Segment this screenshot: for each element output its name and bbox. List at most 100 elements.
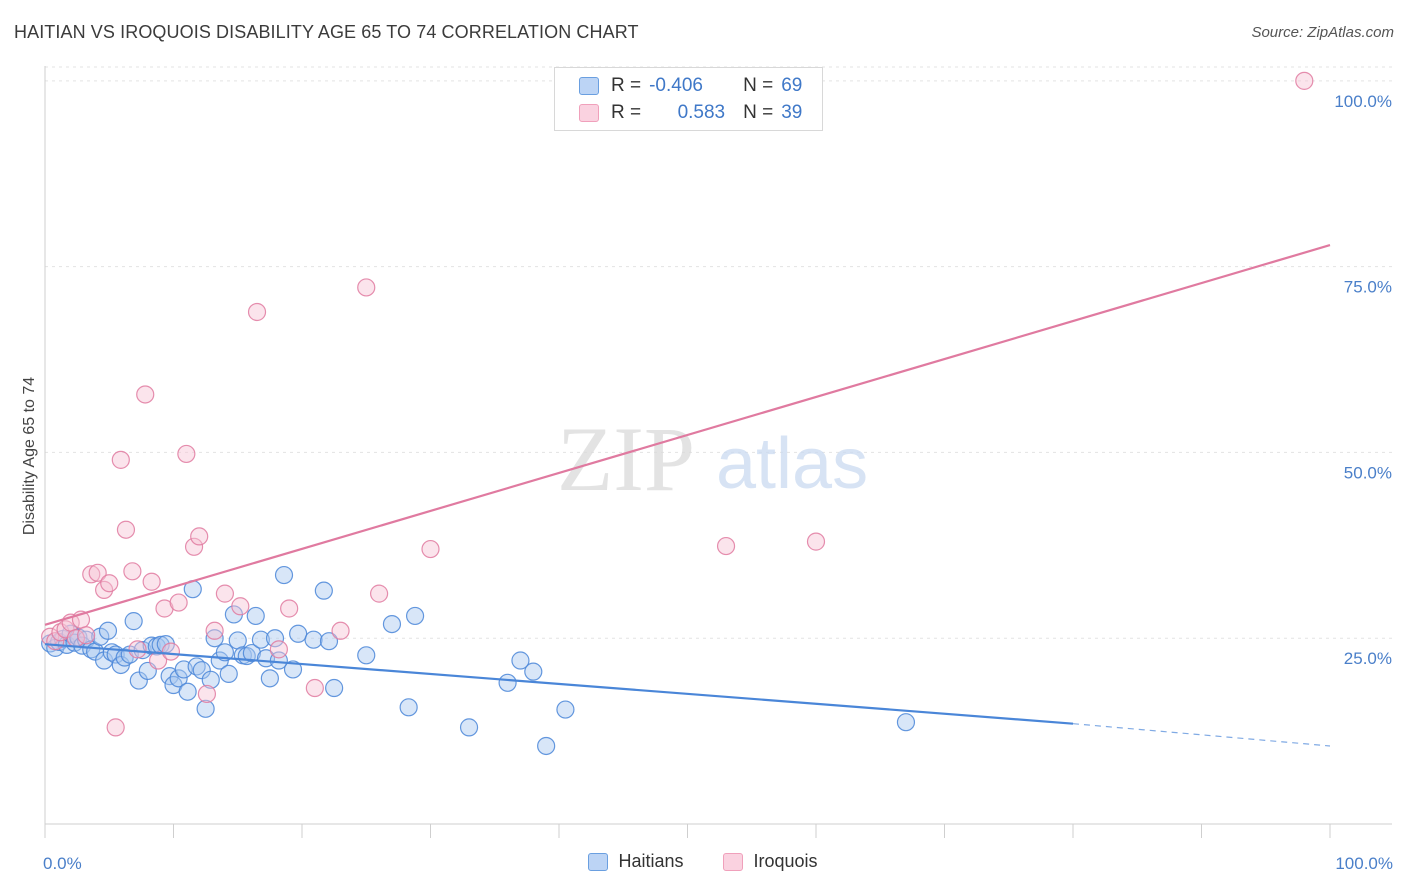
haitians-point-59 <box>319 632 339 651</box>
y-tick-label-2: 50.0% <box>1344 463 1392 482</box>
iroquois-point-12 <box>100 574 119 593</box>
iroquois-point-17 <box>128 640 147 659</box>
iroquois-point-10 <box>88 563 107 582</box>
chart-title: HAITIAN VS IROQUOIS DISABILITY AGE 65 TO… <box>14 22 639 42</box>
legend-item-iroquois[interactable]: Iroquois <box>723 851 818 872</box>
iroquois-point-9 <box>82 565 101 584</box>
iroquois-trend-line <box>44 244 1331 626</box>
haitians-point-47 <box>242 643 261 663</box>
iroquois-point-28 <box>205 621 224 640</box>
iroquois-swatch <box>579 104 599 122</box>
haitians-point-54 <box>274 565 294 585</box>
y-tick-label-4: 100.0% <box>1334 92 1392 111</box>
haitians-point-15 <box>98 621 118 640</box>
haitians-point-48 <box>246 606 265 626</box>
iroquois-legend-swatch <box>723 852 744 871</box>
trend-lines <box>44 244 1331 747</box>
haitians-point-60 <box>325 678 344 698</box>
haitians-point-51 <box>260 669 279 688</box>
iroquois-point-25 <box>184 537 204 556</box>
n-value: 69 <box>781 75 803 96</box>
haitians-point-33 <box>178 682 197 701</box>
haitians-point-42 <box>219 664 238 683</box>
tick-labels: 25.0% 50.0% 75.0% 100.0% 0.0% 100.0% <box>43 92 1393 873</box>
x-tick-label-left: 0.0% <box>43 854 82 873</box>
haitians-point-61 <box>357 646 376 665</box>
iroquois-point-37 <box>370 584 389 603</box>
iroquois-point-29 <box>215 584 234 603</box>
data-points <box>41 71 1314 756</box>
haitians-point-70 <box>556 700 575 719</box>
haitians-point-63 <box>399 698 418 717</box>
haitians-point-58 <box>314 581 333 600</box>
haitians-point-39 <box>205 629 224 648</box>
haitians-point-64 <box>405 606 425 626</box>
haitians-point-57 <box>304 630 323 649</box>
iroquois-point-32 <box>269 640 288 659</box>
iroquois-point-23 <box>169 593 188 612</box>
legend-row-iroquois: R = 0.583 N = 39 <box>579 100 802 126</box>
iroquois-point-15 <box>116 520 136 539</box>
iroquois-point-19 <box>142 572 161 591</box>
r-value: 0.583 <box>677 102 726 123</box>
haitians-point-19 <box>115 648 134 667</box>
iroquois-point-36 <box>357 278 376 297</box>
iroquois-point-18 <box>136 385 155 404</box>
haitians-swatch <box>579 77 599 95</box>
haitians-point-31 <box>169 669 188 688</box>
haitians-point-38 <box>201 670 220 689</box>
iroquois-point-41 <box>1295 71 1314 90</box>
y-axis-label: Disability Age 65 to 74 <box>21 377 38 535</box>
haitians-point-56 <box>289 624 308 643</box>
gridlines <box>45 66 1392 639</box>
haitians-point-66 <box>498 673 517 692</box>
iroquois-point-34 <box>305 678 324 698</box>
iroquois-point-38 <box>421 539 440 559</box>
n-value: 39 <box>781 102 803 123</box>
haitians-point-37 <box>196 699 215 718</box>
watermark-atlas: atlas <box>716 424 868 504</box>
iroquois-point-8 <box>77 626 96 645</box>
iroquois-point-31 <box>247 302 267 322</box>
haitians-trend-line <box>44 643 1074 725</box>
x-tick-label-right: 100.0% <box>1335 854 1393 873</box>
haitians-point-49 <box>251 630 270 649</box>
haitians-legend-swatch <box>588 852 609 871</box>
iroquois-point-33 <box>280 599 299 618</box>
haitians-point-55 <box>283 660 303 679</box>
iroquois-point-24 <box>177 444 196 464</box>
iroquois-point-26 <box>190 527 209 546</box>
haitians-point-65 <box>459 718 479 737</box>
haitians-point-52 <box>265 629 285 648</box>
iroquois-point-14 <box>111 450 130 469</box>
watermark-zip: ZIP <box>557 408 695 510</box>
iroquois-point-40 <box>806 532 826 551</box>
iroquois-point-16 <box>123 562 142 581</box>
n-label: N = <box>743 75 774 96</box>
r-value: -0.406 <box>649 75 703 96</box>
stats-legend: R = -0.406 N = 69 R = 0.583 N = 39 <box>554 67 823 131</box>
iroquois-point-27 <box>197 684 217 704</box>
axes <box>44 66 1392 838</box>
iroquois-point-39 <box>716 536 736 556</box>
y-tick-label-1: 25.0% <box>1344 649 1392 668</box>
haitians-point-67 <box>511 651 530 670</box>
haitians-point-41 <box>215 643 234 662</box>
r-label: R = <box>611 75 642 96</box>
legend-item-haitians[interactable]: Haitians <box>588 851 683 872</box>
chart-source: Source: ZipAtlas.com <box>1251 24 1394 41</box>
iroquois-point-30 <box>231 597 250 616</box>
iroquois-point-13 <box>106 718 125 737</box>
r-label: R = <box>611 102 642 123</box>
iroquois-point-35 <box>331 621 350 640</box>
haitians-point-69 <box>537 736 556 756</box>
haitians-point-62 <box>382 614 402 634</box>
iroquois-legend-label: Iroquois <box>753 851 818 871</box>
series-legend: Haitians Iroquois <box>0 851 1406 872</box>
haitians-point-71 <box>896 713 916 732</box>
n-label: N = <box>743 102 774 123</box>
haitians-point-68 <box>524 662 543 681</box>
haitians-trend-extension <box>1072 723 1331 747</box>
iroquois-point-22 <box>161 642 181 661</box>
